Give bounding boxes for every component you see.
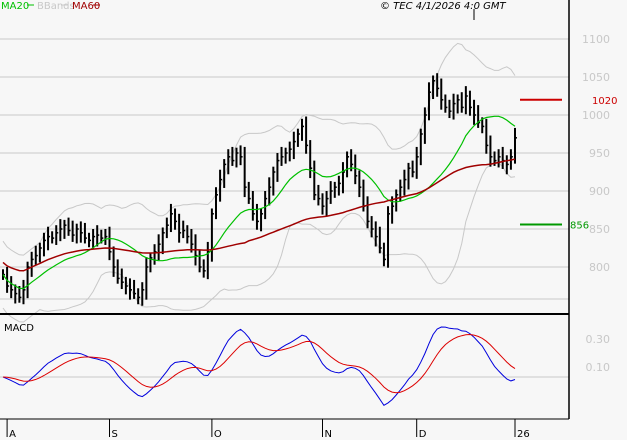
price-tick-label: 900 bbox=[589, 185, 610, 198]
x-tick-label: S bbox=[111, 429, 117, 440]
macd-label: MACD bbox=[4, 323, 34, 334]
x-tick-label: A bbox=[9, 429, 16, 440]
price-tick-label: 1050 bbox=[582, 71, 610, 84]
bband-lower bbox=[2, 161, 516, 323]
price-tick-label: 1100 bbox=[582, 33, 610, 46]
price-bars bbox=[2, 73, 517, 306]
x-tick-label: N bbox=[324, 429, 331, 440]
legend-bbands: BBands bbox=[37, 1, 75, 12]
ma60-line bbox=[2, 158, 516, 272]
ma20-line bbox=[2, 115, 516, 290]
legend-ma20: MA20 bbox=[1, 1, 29, 12]
price-tick-label: 850 bbox=[589, 223, 610, 236]
x-tick-label: D bbox=[419, 429, 427, 440]
x-tick-label: O bbox=[214, 429, 222, 440]
price-tick-label: 800 bbox=[589, 261, 610, 274]
x-tick-label: 26 bbox=[517, 429, 530, 440]
price-tick-label: 1000 bbox=[582, 109, 610, 122]
price-axis: 1100 1050 1000 950 900 850 800 bbox=[582, 33, 610, 274]
macd-tick-label: 0.10 bbox=[586, 361, 611, 374]
moving-averages bbox=[2, 115, 516, 290]
macd-tick-label: 0.30 bbox=[586, 333, 611, 346]
bband-upper bbox=[2, 42, 516, 256]
price-gridlines bbox=[0, 38, 569, 300]
price-tick-label: 950 bbox=[589, 147, 610, 160]
support-label: 856 bbox=[570, 220, 589, 231]
legend-ma60: MA60 bbox=[72, 1, 100, 12]
macd-panel: 0.30 0.10 bbox=[0, 326, 611, 406]
time-axis: A S O N D 26 bbox=[6, 419, 530, 440]
macd-line bbox=[2, 326, 516, 406]
copyright-timestamp: © TEC 4/1/2026 4:0 GMT bbox=[380, 1, 507, 12]
support-resistance-levels: 1020 856 bbox=[520, 96, 617, 231]
signal-line bbox=[2, 333, 516, 394]
resistance-label: 1020 bbox=[592, 96, 617, 107]
